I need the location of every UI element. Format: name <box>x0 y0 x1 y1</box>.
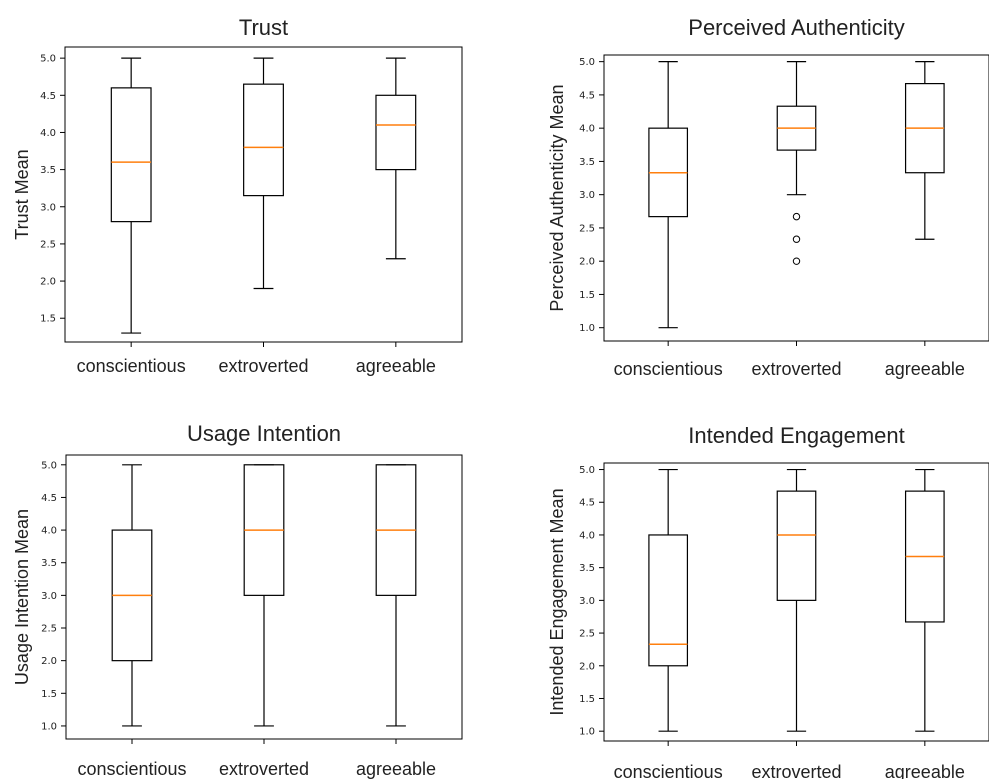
y-tick-label: 2.5 <box>40 239 56 250</box>
y-tick-label: 4.0 <box>579 124 595 135</box>
chart-title: Perceived Authenticity <box>688 15 904 40</box>
x-tick-label: agreeable <box>885 762 965 779</box>
y-tick-label: 4.0 <box>579 530 595 541</box>
x-tick-label: conscientious <box>614 762 723 779</box>
chart-title: Trust <box>239 15 288 40</box>
x-tick-label: conscientious <box>614 359 723 379</box>
x-tick-label: extroverted <box>219 759 309 779</box>
outlier-point <box>792 212 801 221</box>
iqr-box <box>243 83 284 197</box>
outlier-point <box>792 235 801 243</box>
y-tick-label: 4.5 <box>579 498 595 509</box>
chart-panel-3: Usage Intention Usage Intention Mean 1.0 1.… <box>12 421 463 779</box>
y-tick-label: 3.5 <box>579 157 595 168</box>
y-tick-label: 1.5 <box>579 694 595 705</box>
y-tick-label: 3.0 <box>41 591 57 602</box>
x-tick-label: extroverted <box>751 762 841 779</box>
plot-frame <box>64 46 463 343</box>
y-tick-label: 3.5 <box>41 558 57 569</box>
y-tick-label: 3.5 <box>40 165 56 176</box>
y-tick-label: 5.0 <box>41 460 57 471</box>
iqr-box <box>776 490 817 601</box>
y-tick-label: 4.5 <box>41 493 57 504</box>
box-conscientious <box>648 61 689 329</box>
y-tick-label: 3.0 <box>579 190 595 201</box>
y-tick-label: 3.0 <box>40 202 56 213</box>
y-tick-label: 2.0 <box>579 661 595 672</box>
y-tick-label: 1.5 <box>41 689 57 700</box>
box-extroverted <box>776 61 817 265</box>
x-tick-label: extroverted <box>218 356 308 376</box>
chart-panel-2: Perceived Authenticity Perceived Authenti… <box>547 15 989 379</box>
x-tick-label: agreeable <box>885 359 965 379</box>
y-tick-label: 1.0 <box>41 721 57 732</box>
y-tick-label: 4.5 <box>579 90 595 101</box>
box-extroverted <box>776 468 817 732</box>
y-tick-label: 2.5 <box>579 629 595 640</box>
x-tick-label: conscientious <box>77 759 186 779</box>
y-tick-label: 2.0 <box>40 277 56 288</box>
y-tick-label: 3.0 <box>579 596 595 607</box>
iqr-box <box>110 87 152 223</box>
x-tick-label: agreeable <box>356 356 436 376</box>
box-agreeable <box>904 468 945 732</box>
y-tick-label: 2.0 <box>579 257 595 268</box>
y-tick-label: 2.5 <box>41 624 57 635</box>
y-axis-label: Trust Mean <box>12 149 32 239</box>
box-conscientious <box>111 464 153 727</box>
y-tick-label: 4.0 <box>41 526 57 537</box>
chart-panel-4: Intended Engagement Intended Engagement M… <box>547 423 989 779</box>
box-agreeable <box>375 57 417 260</box>
y-tick-label: 3.5 <box>579 563 595 574</box>
box-extroverted <box>243 57 284 290</box>
chart-title: Intended Engagement <box>688 423 905 448</box>
iqr-box <box>375 94 417 171</box>
box-conscientious <box>648 468 689 732</box>
y-tick-label: 1.5 <box>40 314 56 325</box>
y-tick-label: 1.0 <box>579 323 595 334</box>
x-tick-label: extroverted <box>751 359 841 379</box>
y-tick-label: 1.5 <box>579 290 595 301</box>
y-axis-label: Intended Engagement Mean <box>547 488 567 715</box>
iqr-box <box>648 534 689 667</box>
y-tick-label: 5.0 <box>579 465 595 476</box>
box-conscientious <box>110 57 152 334</box>
y-axis-label: Perceived Authenticity Mean <box>547 84 567 311</box>
chart-panel-1: Trust Trust Mean 1.5 2.0 2.5 3.0 3.5 4.0 4.5 5.0 c… <box>12 15 463 376</box>
x-tick-label: conscientious <box>77 356 186 376</box>
box-agreeable <box>904 61 945 240</box>
outlier-point <box>792 257 801 265</box>
x-tick-label: agreeable <box>356 759 436 779</box>
y-tick-label: 2.5 <box>579 223 595 234</box>
y-tick-label: 5.0 <box>579 57 595 68</box>
y-tick-label: 4.0 <box>40 128 56 139</box>
y-tick-label: 1.0 <box>579 727 595 738</box>
y-axis-label: Usage Intention Mean <box>12 509 32 685</box>
box-agreeable <box>375 464 417 727</box>
chart-title: Usage Intention <box>187 421 341 446</box>
y-tick-label: 4.5 <box>40 91 56 102</box>
box-extroverted <box>243 464 285 727</box>
y-tick-label: 5.0 <box>40 54 56 65</box>
y-tick-label: 2.0 <box>41 656 57 667</box>
